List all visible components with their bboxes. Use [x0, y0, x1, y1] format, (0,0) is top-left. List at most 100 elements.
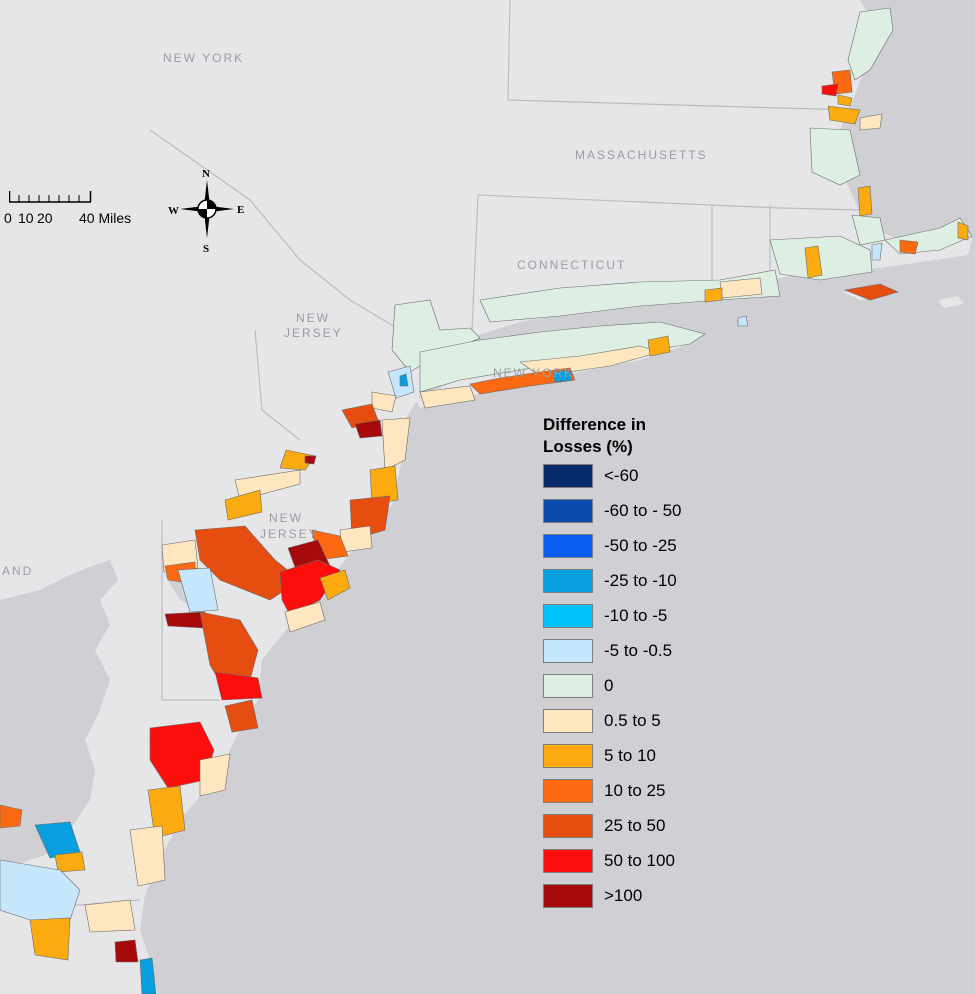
legend-swatch — [543, 744, 593, 768]
legend-item: 5 to 10 — [543, 744, 743, 779]
zone-nj-monmouth — [381, 417, 411, 471]
zone-va — [84, 899, 136, 933]
state-label-massachusetts: MASSACHUSETTS — [575, 148, 708, 162]
zone-ma-coast — [857, 185, 873, 217]
zone-de — [199, 753, 231, 797]
legend-label: 0 — [604, 676, 614, 695]
state-label-new-jersey-south-2: JERSEY — [260, 527, 319, 541]
legend-item: 0 — [543, 674, 743, 709]
north-arrow: N S E W — [168, 168, 248, 258]
legend-label: <-60 — [604, 466, 639, 485]
legend-swatch — [543, 779, 593, 803]
zone-long-island — [469, 367, 576, 395]
zone-nyc — [399, 373, 409, 387]
compass-south: S — [203, 243, 210, 255]
zone-ri-coast — [871, 242, 883, 261]
state-label-new-jersey-south-1: NEW — [269, 511, 303, 525]
legend-label: 50 to 100 — [604, 851, 675, 870]
zone-ma-coast — [851, 214, 886, 246]
legend-item: -10 to -5 — [543, 604, 743, 639]
zone-cape-cod — [899, 239, 919, 255]
zone-nj-inland — [279, 449, 316, 471]
legend-items: <-60 -60 to - 50 -50 to -25 -25 to -10 -10 t… — [543, 464, 743, 919]
zone-long-island — [647, 335, 671, 357]
zone-ne-coast — [859, 113, 883, 131]
legend-swatch — [543, 674, 593, 698]
state-label-new-jersey-north-2: JERSEY — [284, 326, 343, 340]
legend-label: -60 to - 50 — [604, 501, 682, 520]
zone-long-island — [552, 369, 573, 383]
legend-swatch — [543, 569, 593, 593]
legend-label: 25 to 50 — [604, 816, 666, 835]
legend-swatch — [543, 884, 593, 908]
legend-swatch — [543, 709, 593, 733]
zone-va — [34, 821, 81, 859]
zone-nj-ocean — [369, 465, 399, 505]
legend-item: 0.5 to 5 — [543, 709, 743, 744]
scale-label-0: 0 — [4, 210, 12, 226]
legend-item: -50 to -25 — [543, 534, 743, 569]
legend-item: 50 to 100 — [543, 849, 743, 884]
chesapeake-bay — [0, 560, 118, 870]
legend-label: 0.5 to 5 — [604, 711, 661, 730]
zone-de — [147, 785, 186, 839]
state-label-new-jersey-north-1: NEW — [296, 311, 330, 325]
zone-ne-coast — [837, 94, 853, 107]
state-label-maryland: AND — [2, 564, 34, 578]
legend-swatch — [543, 639, 593, 663]
zone-long-island — [419, 385, 476, 409]
zone-ny-coast — [391, 299, 481, 373]
state-label-connecticut: CONNECTICUT — [517, 258, 627, 272]
zone-nj-atlantic — [279, 559, 341, 616]
zone-va — [139, 957, 157, 994]
zone-ct-coast — [479, 269, 781, 323]
zone-nj-inland — [224, 489, 263, 521]
legend-label: -10 to -5 — [604, 606, 668, 625]
legend-title: Difference in Losses (%) — [543, 415, 646, 456]
zone-nj-atlantic — [319, 569, 351, 601]
scale-label-10: 10 — [18, 210, 34, 226]
zone-martha — [843, 283, 899, 301]
legend-swatch — [543, 849, 593, 873]
zone-ma-coast — [809, 127, 861, 186]
legend-label: 5 to 10 — [604, 746, 656, 765]
state-label-new-york: NEW YORK — [163, 51, 245, 65]
zone-nj-capemay — [214, 671, 263, 701]
zone-ne-coast — [821, 83, 839, 97]
legend-item: <-60 — [543, 464, 743, 499]
legend-item: 10 to 25 — [543, 779, 743, 814]
scale-bar: 0 10 20 40 Miles — [2, 191, 152, 231]
zone-va — [29, 917, 71, 961]
legend: Difference in Losses (%) <-60 -60 to - 50… — [543, 414, 743, 919]
zone-nyc — [371, 391, 397, 413]
legend-label: >100 — [604, 886, 643, 905]
state-borders — [0, 0, 861, 906]
legend-label: -5 to -0.5 — [604, 641, 673, 660]
zone-de — [224, 699, 259, 733]
legend-swatch — [543, 499, 593, 523]
zone-nj-atlantic — [284, 601, 326, 633]
scale-label-40-miles: 40 Miles — [79, 210, 132, 226]
zone-ri-coast — [769, 235, 873, 281]
zone-nj-raritan — [354, 419, 383, 439]
zone-maine — [847, 7, 894, 81]
zone-nj-inland — [304, 455, 317, 465]
legend-swatch — [543, 534, 593, 558]
nantucket — [938, 296, 964, 308]
legend-item: -60 to - 50 — [543, 499, 743, 534]
zone-va — [0, 804, 23, 829]
scale-bar-ticks — [9, 191, 92, 203]
compass-rose-icon — [180, 180, 234, 238]
compass-east: E — [237, 204, 245, 216]
state-label-new-york-li: NEW YORK — [493, 366, 575, 380]
legend-label: -50 to -25 — [604, 536, 677, 555]
legend-label: -25 to -10 — [604, 571, 677, 590]
zone-nj-delbay — [177, 567, 219, 613]
legend-swatch — [543, 464, 593, 488]
legend-swatch — [543, 604, 593, 628]
zone-nj-delbay — [164, 611, 206, 629]
zone-ct-coast — [704, 287, 723, 303]
scale-label-20: 20 — [37, 210, 53, 226]
